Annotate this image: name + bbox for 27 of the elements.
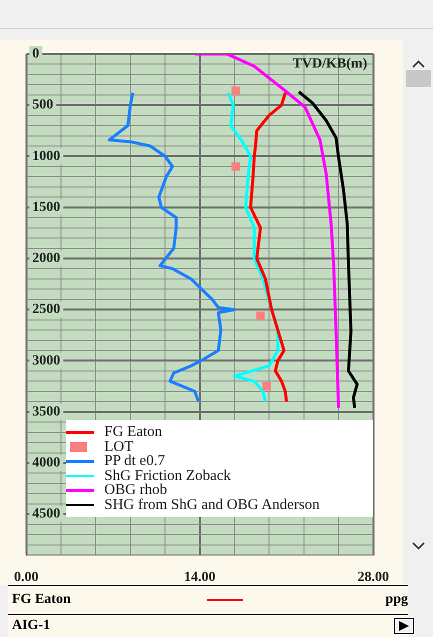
legend-label: OBG rhob bbox=[104, 482, 168, 498]
y-tick-label: 1000 bbox=[32, 148, 60, 164]
legend-label: FG Eaton bbox=[104, 424, 162, 440]
y-tick-label: 2000 bbox=[32, 251, 60, 266]
x-tick-label: 28.00 bbox=[358, 570, 389, 586]
point bbox=[256, 312, 265, 320]
y-tick-label: 3000 bbox=[32, 353, 60, 368]
legend-label: ShG Friction Zoback bbox=[104, 468, 231, 484]
y-tick-label: 2500 bbox=[32, 302, 60, 318]
text: AIG-1 bbox=[12, 618, 50, 634]
y-tick-label: 0 bbox=[32, 46, 40, 62]
legend-label: SHG from ShG and OBG Anderson bbox=[104, 496, 320, 512]
x-tick-label: 14.00 bbox=[184, 570, 216, 586]
x-axis-title: ppg bbox=[385, 592, 408, 608]
point bbox=[262, 382, 271, 391]
x-tick-label: 0.00 bbox=[14, 570, 38, 586]
point bbox=[231, 86, 240, 96]
text: FG Eaton bbox=[12, 592, 71, 608]
y-tick-label: 500 bbox=[32, 98, 54, 113]
y-tick-label: 4500 bbox=[32, 506, 60, 522]
legend-label: LOT bbox=[104, 438, 134, 454]
y-tick-label: 4000 bbox=[32, 456, 60, 471]
y-axis-title: TVD/KB(m) bbox=[292, 56, 368, 72]
point bbox=[231, 162, 240, 171]
y-tick-label: 3500 bbox=[32, 404, 60, 420]
y-tick-label: 1500 bbox=[32, 200, 60, 215]
legend-label: PP dt e0.7 bbox=[104, 453, 165, 469]
